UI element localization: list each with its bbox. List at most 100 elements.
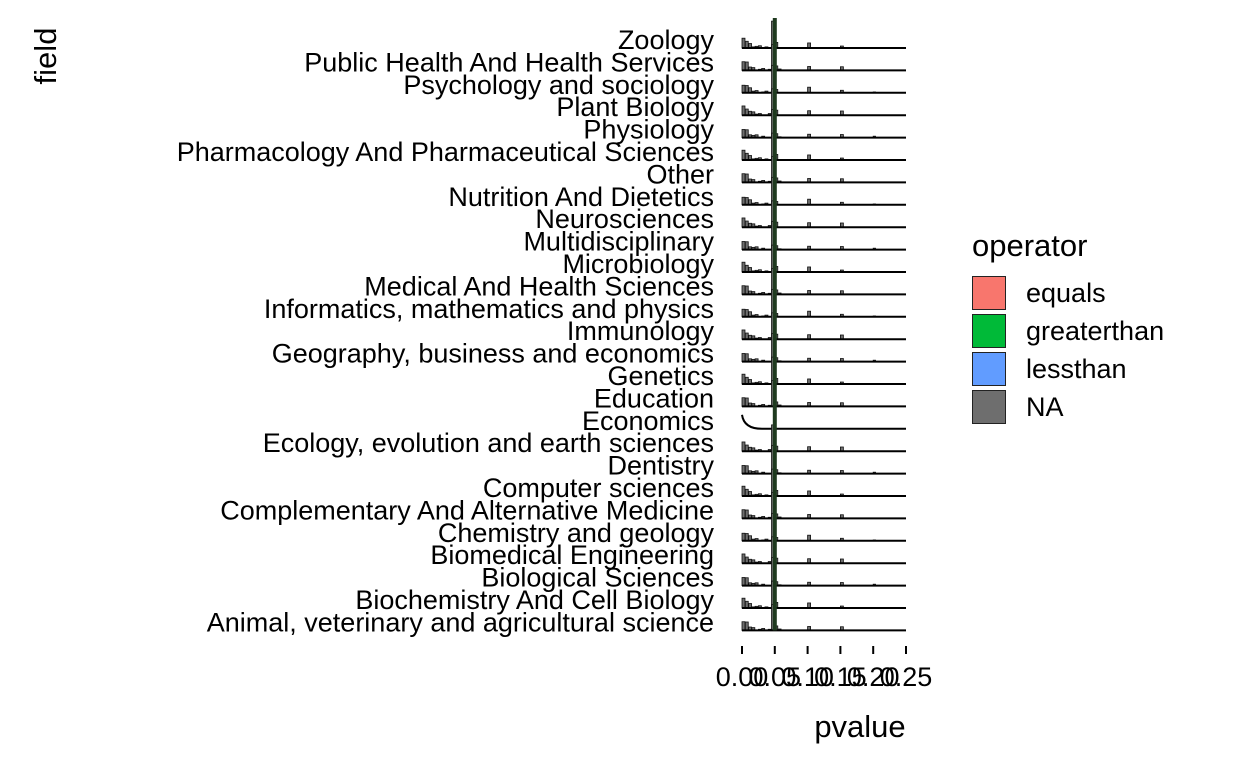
category-label: Neurosciences [535, 204, 714, 234]
histogram-bar [741, 285, 746, 295]
histogram-bar [741, 241, 746, 250]
histogram-bar [741, 441, 746, 452]
category-label: Microbiology [562, 249, 714, 279]
y-axis-title: field [28, 28, 63, 85]
legend-item: lessthan [972, 350, 1164, 388]
legend: operator equals greaterthan lessthan NA [972, 228, 1164, 426]
category-label: Pharmacology And Pharmaceutical Sciences [177, 137, 714, 167]
legend-swatch [972, 314, 1006, 348]
category-label: Physiology [583, 115, 714, 145]
histogram-bar [744, 197, 749, 206]
category-label: Immunology [567, 316, 715, 346]
category-label: Animal, veterinary and agricultural scie… [207, 607, 714, 637]
histogram-bar [744, 264, 749, 273]
legend-label: NA [1026, 391, 1064, 422]
histogram-bar [741, 397, 746, 407]
x-tick-label: 0.00 [716, 662, 769, 692]
category-label: Zoology [618, 25, 715, 55]
category-label: Complementary And Alternative Medicine [220, 495, 714, 525]
histogram-bar [741, 196, 746, 206]
histogram-bar [744, 600, 749, 609]
category-label: Dentistry [607, 451, 714, 481]
legend-swatch [972, 390, 1006, 424]
histogram-bar [741, 597, 746, 609]
histogram-bar [741, 329, 746, 340]
category-label: Psychology and sociology [403, 70, 714, 100]
category-label: Public Health And Health Services [304, 47, 714, 77]
histogram-bar [741, 105, 746, 116]
legend-title: operator [972, 228, 1088, 263]
histogram-bar [741, 577, 746, 586]
histogram-bar [744, 173, 749, 183]
histogram-bar [741, 217, 746, 228]
histogram-bar [741, 485, 746, 497]
histogram-bar [741, 553, 746, 564]
histogram-bar [744, 309, 749, 318]
category-label: Geography, business and economics [272, 339, 714, 369]
histogram-bar [741, 84, 746, 94]
histogram-bar [744, 152, 749, 161]
category-label: Informatics, mathematics and physics [264, 294, 714, 324]
histogram-bar [741, 308, 746, 318]
histogram-bar [741, 353, 746, 363]
x-tick-label: 0.15 [814, 662, 867, 692]
histogram-bar [744, 85, 749, 94]
category-label: Plant Biology [556, 92, 714, 122]
category-label: Biochemistry And Cell Biology [355, 585, 714, 615]
histogram-bar [744, 509, 749, 519]
legend-label: lessthan [1026, 353, 1127, 384]
histogram-bar [744, 621, 749, 631]
category-label: Education [594, 383, 714, 413]
histogram-bar [744, 577, 749, 587]
histogram-bar [744, 61, 749, 71]
category-label: Ecology, evolution and earth sciences [263, 428, 714, 458]
histogram-bar [741, 465, 746, 475]
category-label: Economics [582, 406, 714, 436]
x-tick-label: 0.10 [781, 662, 834, 692]
histogram-bar [741, 149, 746, 161]
category-label: Biological Sciences [481, 563, 714, 593]
histogram-bar [744, 376, 749, 385]
legend-item: greaterthan [972, 312, 1164, 350]
histogram-bar [741, 373, 746, 385]
legend-items: equals greaterthan lessthan NA [972, 274, 1164, 426]
histogram-bar [741, 61, 746, 71]
histogram-bar [744, 241, 749, 250]
histogram-bar [741, 37, 746, 49]
histogram-bar [744, 533, 749, 542]
category-label: Medical And Health Sciences [364, 271, 714, 301]
category-label: Chemistry and geology [438, 518, 715, 548]
legend-label: equals [1026, 277, 1106, 308]
category-label: Biomedical Engineering [430, 540, 714, 570]
histogram-bar [744, 397, 749, 407]
legend-label: greaterthan [1026, 315, 1165, 346]
category-label: Multidisciplinary [523, 227, 714, 257]
histogram-bar [744, 488, 749, 497]
legend-swatch [972, 276, 1006, 310]
histogram-bar [741, 621, 746, 631]
x-tick-label: 0.25 [880, 662, 933, 692]
histogram-bar [744, 285, 749, 295]
histogram-bar [744, 465, 749, 475]
histogram-bar [741, 173, 746, 183]
histogram-bar [744, 40, 749, 49]
histogram-bar [741, 509, 746, 519]
x-tick-label: 0.05 [749, 662, 802, 692]
legend-swatch [972, 352, 1006, 386]
legend-item: equals [972, 274, 1164, 312]
legend-item: NA [972, 388, 1164, 426]
category-label: Genetics [607, 361, 714, 391]
peak-spike [772, 18, 777, 631]
histogram-bar [741, 129, 746, 138]
category-label: Computer sciences [483, 473, 714, 503]
ridge-line [741, 414, 906, 430]
histogram-bar [741, 532, 746, 542]
category-label: Nutrition And Dietetics [448, 182, 714, 212]
histogram-bar [744, 129, 749, 138]
histogram-bar [741, 261, 746, 273]
histogram-bar [744, 353, 749, 363]
category-label: Other [646, 159, 714, 189]
x-axis-title: pvalue [814, 709, 905, 744]
x-tick-label: 0.20 [847, 662, 900, 692]
